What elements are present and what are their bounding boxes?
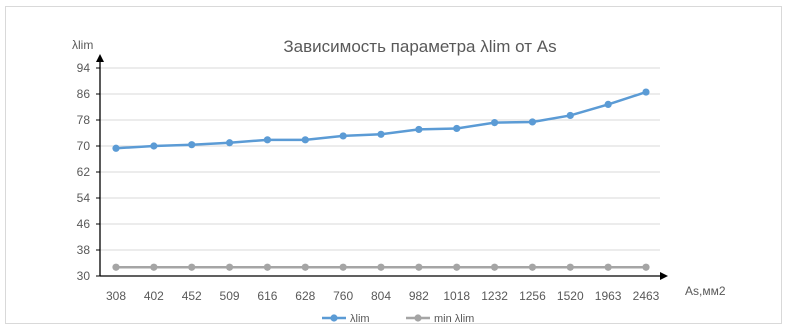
x-tick-label: 760 — [333, 289, 353, 303]
y-tick-label: 30 — [77, 269, 91, 283]
chart-frame — [5, 6, 782, 324]
y-axis-arrow — [96, 54, 104, 62]
data-point — [566, 111, 574, 120]
x-tick-label: 628 — [295, 289, 315, 303]
x-tick-label: 509 — [220, 289, 240, 303]
data-point — [112, 144, 120, 152]
data-point — [263, 136, 272, 144]
y-tick-label: 86 — [77, 87, 91, 101]
data-point — [263, 263, 272, 271]
data-point — [339, 132, 347, 140]
data-point — [301, 136, 309, 144]
legend-marker — [330, 314, 338, 322]
data-point — [642, 88, 650, 96]
x-tick-label: 308 — [106, 289, 126, 303]
x-tick-label: 1520 — [557, 289, 584, 303]
axes — [96, 54, 668, 280]
x-tick-labels: 308 402 452 509 616 628 760 804 982 1018 1232 1256 1… — [106, 289, 660, 303]
x-tick-label: 1018 — [443, 289, 470, 303]
data-point — [604, 263, 612, 271]
x-tick-label: 2463 — [633, 289, 660, 303]
y-tick-label: 46 — [77, 217, 91, 231]
x-tick-label: 1232 — [481, 289, 508, 303]
y-tick-label: 70 — [77, 139, 91, 153]
data-point — [377, 263, 385, 271]
data-point — [225, 263, 234, 271]
data-point — [377, 130, 385, 138]
data-point — [642, 263, 650, 271]
y-tick-label: 54 — [77, 191, 91, 205]
data-point — [453, 263, 461, 271]
y-tick-labels: 30 38 46 54 62 70 78 86 94 — [77, 61, 91, 283]
x-tick-label: 1256 — [519, 289, 546, 303]
chart-title: Зависимость параметра λlim от As — [283, 37, 556, 56]
data-point — [112, 263, 120, 271]
y-tick-label: 94 — [77, 61, 91, 75]
data-point — [453, 124, 461, 133]
x-tick-label: 452 — [182, 289, 202, 303]
x-tick-label: 804 — [371, 289, 391, 303]
legend-label: λlim — [350, 313, 370, 325]
x-axis-arrow — [660, 272, 668, 280]
y-tick-label: 78 — [77, 113, 91, 127]
x-tick-label: 982 — [409, 289, 429, 303]
data-point — [225, 139, 234, 147]
x-tick-label: 616 — [257, 289, 277, 303]
data-point — [566, 263, 574, 271]
legend: λlim min λlim — [322, 313, 474, 325]
data-point — [604, 100, 612, 108]
data-point — [490, 119, 499, 127]
series-group — [112, 88, 650, 271]
data-point — [528, 263, 537, 271]
legend-marker — [414, 314, 422, 322]
data-point — [188, 141, 196, 149]
y-tick-label: 62 — [77, 165, 91, 179]
data-point — [528, 118, 537, 126]
data-point — [490, 263, 499, 271]
gridlines — [96, 67, 660, 277]
legend-label: min λlim — [434, 313, 474, 325]
y-tick-label: 38 — [77, 243, 91, 257]
data-point — [415, 125, 423, 134]
data-point — [150, 142, 158, 150]
x-axis-label: As,мм2 — [685, 284, 726, 298]
x-tick-label: 402 — [144, 289, 164, 303]
data-point — [301, 263, 309, 271]
data-point — [150, 263, 158, 271]
data-point — [339, 263, 347, 271]
x-tick-label: 1963 — [595, 289, 622, 303]
data-point — [415, 263, 423, 271]
y-axis-label: λlim — [72, 38, 93, 52]
data-point — [188, 263, 196, 271]
